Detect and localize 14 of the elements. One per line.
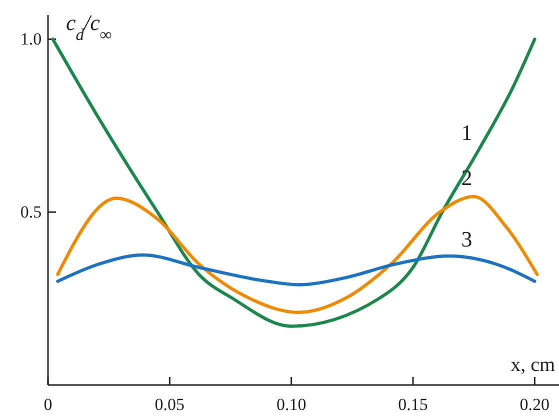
series-label: 3 bbox=[461, 226, 472, 252]
line-series bbox=[56, 194, 539, 314]
x-tick-label: 0 bbox=[44, 395, 52, 414]
x-tick-label: 0.20 bbox=[520, 395, 550, 414]
x-tick-label: 0.10 bbox=[276, 395, 306, 414]
series-label: 1 bbox=[461, 120, 472, 146]
y-axis-title: c$_{d}$/c$_{∞}$ bbox=[66, 10, 112, 44]
x-tick-label: 0.05 bbox=[154, 395, 185, 414]
y-tick-label: 0.5 bbox=[20, 202, 42, 222]
x-axis-title: x, cm bbox=[510, 354, 556, 376]
series-label: 2 bbox=[461, 164, 472, 190]
line-series bbox=[56, 253, 536, 286]
x-tick-label: 0.15 bbox=[398, 395, 428, 414]
y-tick-label: 1.0 bbox=[20, 30, 42, 49]
